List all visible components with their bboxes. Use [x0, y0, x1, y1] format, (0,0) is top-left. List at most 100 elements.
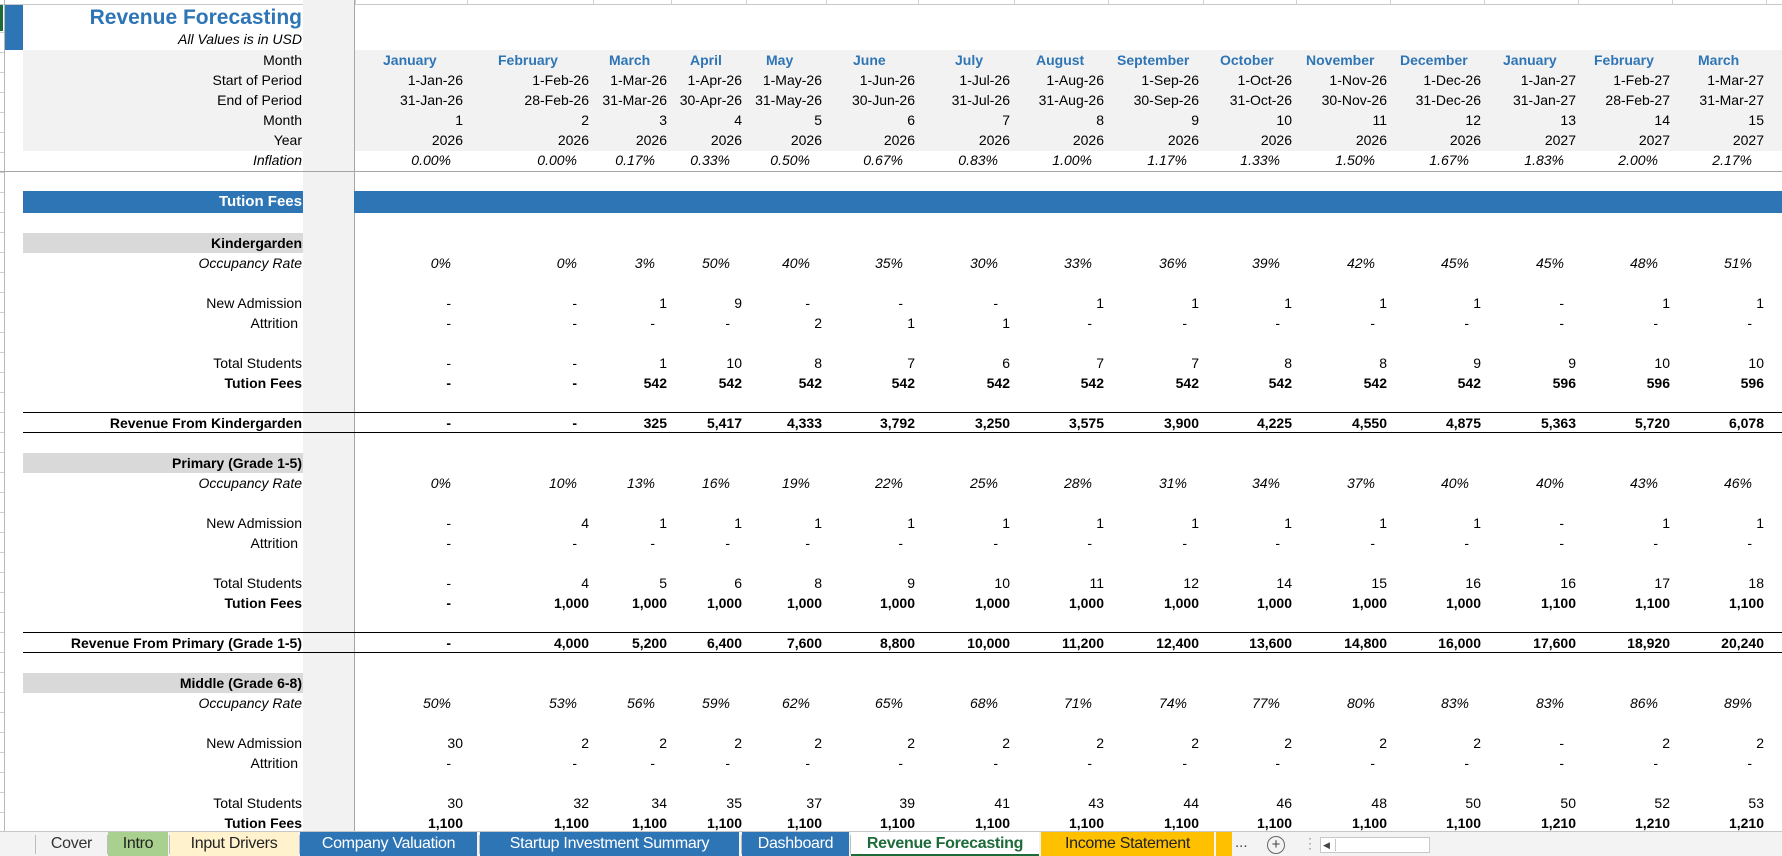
tuition-fee[interactable]: 1,100 — [1728, 595, 1764, 611]
tuition-fee[interactable]: 542 — [798, 375, 822, 391]
year[interactable]: 2026 — [978, 132, 1010, 148]
tuition-fee[interactable]: - — [572, 375, 577, 391]
total-students[interactable]: 48 — [1371, 795, 1387, 811]
horizontal-scrollbar[interactable]: ◀ — [1320, 837, 1430, 853]
occupancy-rate[interactable]: 50% — [701, 255, 730, 271]
end-date[interactable]: 30-Jun-26 — [851, 92, 915, 108]
tuition-fee[interactable]: 542 — [1268, 375, 1292, 391]
revenue-value[interactable]: 3,900 — [1163, 415, 1199, 431]
total-students[interactable]: 18 — [1748, 575, 1764, 591]
tuition-fee[interactable]: 1,100 — [1163, 815, 1199, 831]
occupancy-rate[interactable]: 83% — [1535, 695, 1564, 711]
inflation-rate[interactable]: 1.00% — [1052, 152, 1092, 168]
inflation-rate[interactable]: 0.33% — [690, 152, 730, 168]
add-sheet-icon[interactable]: + — [1267, 836, 1285, 854]
end-date[interactable]: 30-Sep-26 — [1133, 92, 1199, 108]
revenue-value[interactable]: - — [446, 415, 451, 431]
inflation-rate[interactable]: 1.50% — [1335, 152, 1375, 168]
end-date[interactable]: 31-Dec-26 — [1415, 92, 1481, 108]
occupancy-rate[interactable]: 39% — [1251, 255, 1280, 271]
attrition[interactable]: - — [446, 535, 451, 551]
attrition[interactable]: 2 — [814, 315, 822, 331]
more-tabs-button[interactable]: ... — [1235, 834, 1248, 851]
new-admission[interactable]: - — [446, 515, 451, 531]
new-admission[interactable]: 2 — [1756, 735, 1764, 751]
occupancy-rate[interactable]: 3% — [634, 255, 655, 271]
month-header[interactable]: October — [1220, 52, 1274, 68]
total-students[interactable]: 8 — [814, 355, 822, 371]
tuition-fee[interactable]: 1,000 — [1256, 595, 1292, 611]
total-students[interactable]: 35 — [726, 795, 742, 811]
new-admission[interactable]: 1 — [1662, 295, 1670, 311]
scroll-left-icon[interactable]: ◀ — [1323, 840, 1330, 850]
inflation-rate[interactable]: 1.33% — [1240, 152, 1280, 168]
year[interactable]: 2026 — [431, 132, 463, 148]
end-date[interactable]: 28-Feb-27 — [1605, 92, 1670, 108]
section-header-tuition-fees[interactable]: Tution Fees — [23, 191, 1782, 213]
start-date[interactable]: 1-Aug-26 — [1046, 72, 1104, 88]
end-date[interactable]: 31-May-26 — [755, 92, 822, 108]
new-admission[interactable]: - — [805, 295, 810, 311]
total-students[interactable]: 8 — [1284, 355, 1292, 371]
inflation-rate[interactable]: 1.67% — [1429, 152, 1469, 168]
attrition[interactable]: - — [1182, 535, 1187, 551]
occupancy-rate[interactable]: 33% — [1063, 255, 1092, 271]
revenue-value[interactable]: - — [572, 415, 577, 431]
occupancy-rate[interactable]: 30% — [969, 255, 998, 271]
new-admission[interactable]: 2 — [1096, 735, 1104, 751]
total-students[interactable]: 50 — [1560, 795, 1576, 811]
month-number[interactable]: 13 — [1560, 112, 1576, 128]
year[interactable]: 2026 — [1449, 132, 1481, 148]
year[interactable]: 2027 — [1544, 132, 1576, 148]
year[interactable]: 2026 — [1260, 132, 1292, 148]
occupancy-rate[interactable]: 43% — [1629, 475, 1658, 491]
total-students[interactable]: 7 — [1191, 355, 1199, 371]
sheet-tab-startup-investment-summary[interactable]: Startup Investment Summary — [480, 832, 739, 856]
occupancy-rate[interactable]: 59% — [701, 695, 730, 711]
tuition-fee[interactable]: 1,100 — [786, 815, 822, 831]
new-admission[interactable]: 1 — [1002, 515, 1010, 531]
revenue-value[interactable]: 3,250 — [974, 415, 1010, 431]
month-header[interactable]: September — [1117, 52, 1190, 68]
attrition[interactable]: - — [1370, 535, 1375, 551]
occupancy-rate[interactable]: 56% — [626, 695, 655, 711]
total-students[interactable]: 10 — [1654, 355, 1670, 371]
start-date[interactable]: 1-May-26 — [762, 72, 822, 88]
start-date[interactable]: 1-Nov-26 — [1329, 72, 1387, 88]
inflation-rate[interactable]: 1.83% — [1524, 152, 1564, 168]
occupancy-rate[interactable]: 83% — [1440, 695, 1469, 711]
occupancy-rate[interactable]: 65% — [874, 695, 903, 711]
new-admission[interactable]: 2 — [1284, 735, 1292, 751]
freeze-pane-vertical[interactable] — [354, 0, 355, 831]
occupancy-rate[interactable]: 89% — [1723, 695, 1752, 711]
month-header[interactable]: November — [1306, 52, 1375, 68]
occupancy-rate[interactable]: 42% — [1346, 255, 1375, 271]
attrition[interactable]: - — [1087, 755, 1092, 771]
new-admission[interactable]: 1 — [1191, 515, 1199, 531]
sheet-tab-intro[interactable]: Intro — [108, 832, 168, 856]
total-students[interactable]: 10 — [1748, 355, 1764, 371]
total-students[interactable]: 8 — [814, 575, 822, 591]
total-students[interactable]: 7 — [1096, 355, 1104, 371]
attrition[interactable]: - — [1087, 315, 1092, 331]
inflation-rate[interactable]: 2.17% — [1712, 152, 1752, 168]
total-students[interactable]: 32 — [573, 795, 589, 811]
attrition[interactable]: - — [898, 755, 903, 771]
total-students[interactable]: 12 — [1183, 575, 1199, 591]
attrition[interactable]: - — [805, 755, 810, 771]
tuition-fee[interactable]: 1,000 — [1163, 595, 1199, 611]
tuition-fee[interactable]: 1,100 — [1068, 815, 1104, 831]
start-date[interactable]: 1-Apr-26 — [687, 72, 742, 88]
end-date[interactable]: 31-Aug-26 — [1038, 92, 1104, 108]
tuition-fee[interactable]: 1,000 — [786, 595, 822, 611]
end-date[interactable]: 31-Mar-26 — [602, 92, 667, 108]
tuition-fee[interactable]: 542 — [1457, 375, 1481, 391]
revenue-value[interactable]: 5,720 — [1634, 415, 1670, 431]
new-admission[interactable]: 1 — [1662, 515, 1670, 531]
inflation-rate[interactable]: 0.50% — [770, 152, 810, 168]
total-students[interactable]: 52 — [1654, 795, 1670, 811]
new-admission[interactable]: 1 — [1284, 295, 1292, 311]
occupancy-rate[interactable]: 74% — [1158, 695, 1187, 711]
month-number[interactable]: 10 — [1276, 112, 1292, 128]
new-admission[interactable]: 2 — [1662, 735, 1670, 751]
